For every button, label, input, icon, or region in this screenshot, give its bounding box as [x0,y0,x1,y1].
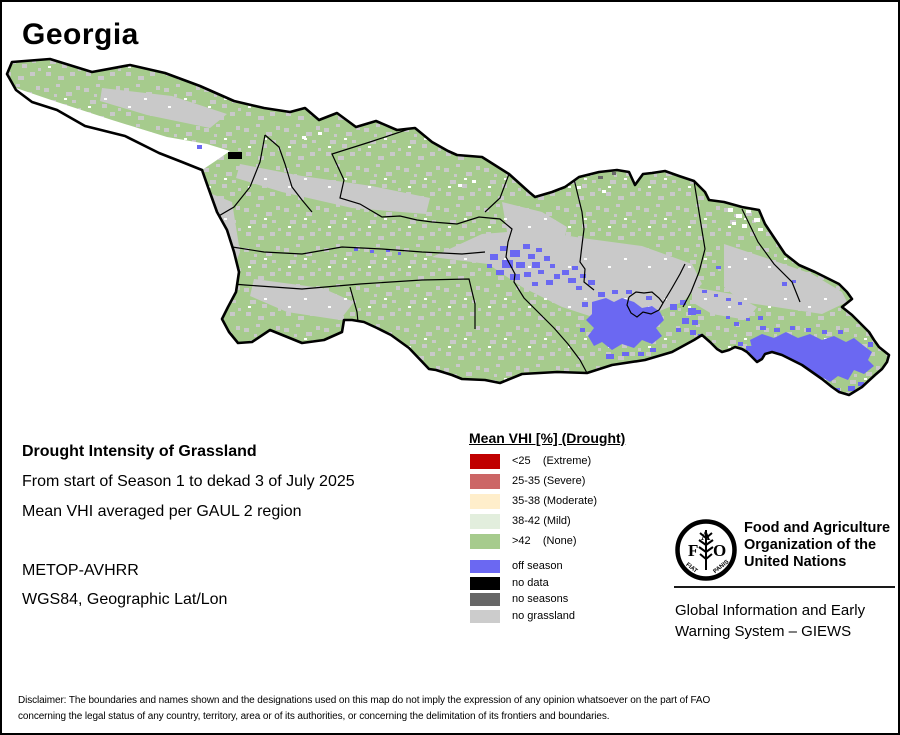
fao-logo-icon: F A O FIAT PANIS [675,519,737,581]
legend-row-severe: 25-35 (Severe) [468,473,678,493]
fao-name-line-1: Food and Agriculture [744,520,891,536]
map-unclassified-area [16,88,230,170]
giews-line-1: Global Information and Early [675,602,866,619]
legend-row-off-season: off season [468,559,678,576]
legend-swatch-mild [470,514,500,529]
legend-row-mild: 38-42 (Mild) [468,513,678,533]
legend-swatch-no-data [470,576,500,590]
map-projection-line: WGS84, Geographic Lat/Lon [22,591,228,608]
legend-row-no-seasons: no seasons [468,592,678,609]
legend-row-extreme: <25 (Extreme) [468,453,678,473]
legend-row-no-grassland: no grassland [468,609,678,626]
map-sensor-line: METOP-AVHRR [22,562,139,579]
map-aggregation-line: Mean VHI averaged per GAUL 2 region [22,503,302,520]
giews-name: Global Information and Early Warning Sys… [675,600,865,642]
map-period-line: From start of Season 1 to dekad 3 of Jul… [22,473,355,490]
legend-title: Mean VHI [%] (Drought) [469,430,626,446]
map-subject-heading: Drought Intensity of Grassland [22,443,257,460]
legend-label-extreme: <25 (Extreme) [512,455,592,467]
georgia-map [5,57,891,397]
svg-text:A: A [701,528,711,543]
legend-label-moderate: 35-38 (Moderate) [512,495,597,507]
disclaimer-line-1: Disclaimer: The boundaries and names sho… [18,695,711,706]
disclaimer: Disclaimer: The boundaries and names sho… [18,693,890,725]
page-title: Georgia [22,18,139,51]
region-boundaries [198,128,801,374]
legend-label-no-grassland: no grassland [512,609,575,622]
legend-row-none: >42 (None) [468,533,678,553]
legend-swatch-no-seasons [470,593,500,606]
fao-name: Food and Agriculture Organization of the… [744,520,890,571]
legend-label-no-data: no data [512,576,549,589]
legend-label-mild: 38-42 (Mild) [512,515,571,527]
legend-label-no-seasons: no seasons [512,593,569,605]
legend-row-moderate: 35-38 (Moderate) [468,493,678,513]
legend: Mean VHI [%] (Drought) <25 (Extreme) 25-… [468,430,678,625]
legend-swatch-moderate [470,494,500,509]
legend-row-no-data: no data [468,576,678,593]
giews-line-2: Warning System – GIEWS [675,623,852,640]
legend-swatch-extreme [470,454,500,469]
svg-text:F: F [688,541,698,560]
org-divider [674,586,895,588]
fao-name-line-3: United Nations [744,554,847,570]
svg-text:O: O [713,541,726,560]
legend-label-severe: 25-35 (Severe) [512,475,586,487]
fao-name-line-2: Organization of the [744,537,877,553]
country-border [5,57,891,397]
map-speckle-texture [7,59,889,395]
disclaimer-line-2: concerning the legal status of any count… [18,711,610,722]
legend-swatch-severe [470,474,500,489]
map-no-data-patch [228,152,242,159]
legend-extras: off season no data no seasons no grassla… [468,559,678,625]
legend-label-none: >42 (None) [512,535,577,547]
legend-swatch-no-grassland [470,609,500,623]
legend-label-off-season: off season [512,560,563,572]
legend-swatch-off-season [470,560,500,573]
legend-swatch-none [470,534,500,549]
